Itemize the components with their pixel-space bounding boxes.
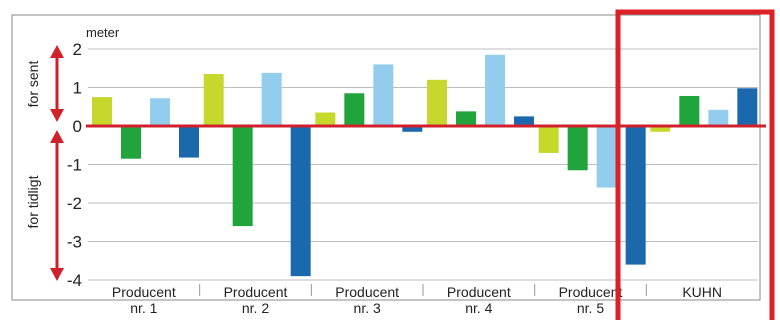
early-arrow-head-down — [50, 268, 64, 281]
late-label: for sent — [25, 61, 41, 108]
y-tick-label: -2 — [67, 194, 82, 213]
category-label: Producent — [335, 284, 399, 300]
bar — [456, 111, 476, 126]
bars — [92, 54, 758, 277]
y-axis-unit-label: meter — [86, 25, 120, 40]
bar — [261, 72, 282, 126]
bar — [737, 88, 758, 126]
bar — [179, 126, 199, 158]
bar — [514, 116, 534, 126]
y-tick-label: 0 — [73, 117, 82, 136]
bar — [708, 109, 729, 126]
late-arrow-head-down — [50, 109, 64, 122]
bar — [538, 126, 559, 153]
bar — [650, 126, 671, 132]
bar — [679, 95, 700, 126]
category-label: nr. 4 — [465, 300, 492, 316]
bar — [315, 112, 336, 126]
y-axis: 2 1 0 -1 -2 -3 -4 — [67, 40, 82, 290]
bar — [203, 74, 224, 126]
bar — [485, 54, 505, 126]
category-label: Producent — [559, 284, 623, 300]
bar — [596, 126, 617, 188]
bar — [121, 126, 141, 159]
early-label: for tidligt — [25, 175, 41, 228]
late-arrow-head-up — [50, 45, 64, 58]
kuhn-highlight-rect — [615, 9, 775, 320]
y-tick-label: 2 — [73, 40, 82, 59]
bar — [402, 126, 423, 132]
gridlines — [88, 48, 758, 281]
y-tick-label: -4 — [67, 271, 82, 290]
category-label: Producent — [447, 284, 511, 300]
category-label: nr. 2 — [242, 300, 269, 316]
y-tick-label: 1 — [73, 79, 82, 98]
bar — [567, 126, 588, 171]
category-label: nr. 1 — [130, 300, 157, 316]
early-arrow-head-up — [50, 130, 64, 143]
category-label: Producent — [112, 284, 176, 300]
bar — [232, 126, 253, 227]
plot-frame — [11, 14, 761, 301]
bar — [92, 97, 112, 126]
bar — [625, 126, 646, 265]
bar — [373, 64, 394, 126]
category-label: KUHN — [682, 284, 722, 300]
chart-border — [11, 14, 761, 301]
category-label: nr. 5 — [577, 300, 604, 316]
bar — [290, 126, 311, 277]
category-label: Producent — [224, 284, 288, 300]
y-tick-label: -1 — [67, 156, 82, 175]
bar — [150, 98, 170, 126]
bar — [427, 79, 447, 126]
y-tick-label: -3 — [67, 233, 82, 252]
bar — [344, 93, 365, 126]
category-label: nr. 3 — [354, 300, 381, 316]
side-annotations: for sent for tidligt — [25, 45, 64, 281]
kuhn-highlight-box — [615, 9, 775, 320]
